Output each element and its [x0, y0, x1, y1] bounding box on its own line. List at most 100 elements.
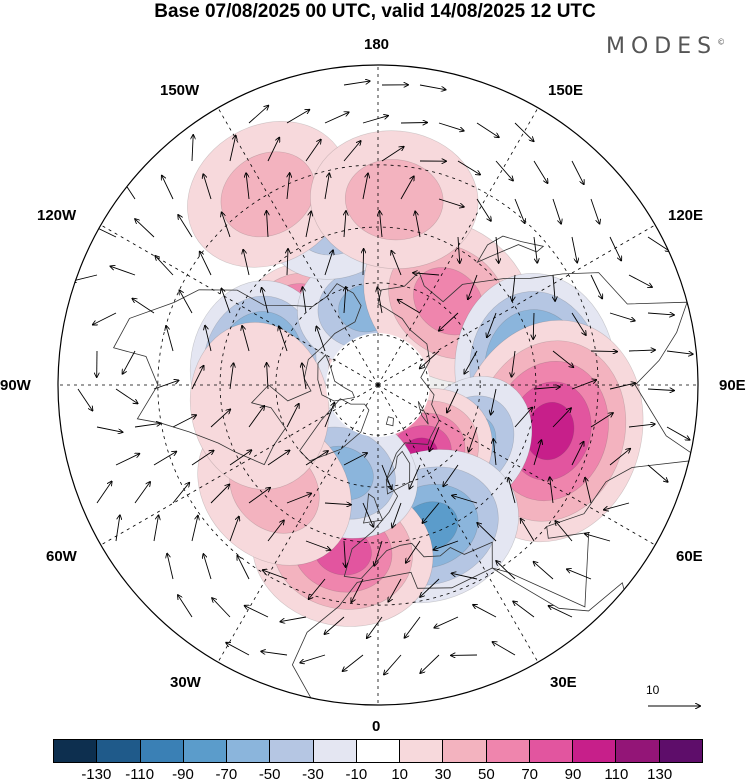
lon-label-30e: 30E [550, 674, 577, 691]
wind-arrow [434, 616, 459, 628]
wind-arrow [172, 483, 189, 504]
wind-arrow [324, 173, 329, 200]
colorbar-swatch [140, 740, 184, 762]
wind-arrow [267, 363, 268, 390]
wind-arrow [405, 616, 421, 638]
wind-arrow [533, 312, 534, 339]
wind-arrow [135, 219, 155, 238]
wind-arrow [420, 654, 440, 673]
graticule [58, 65, 698, 705]
meridian-line [100, 384, 379, 546]
wind-arrow [438, 198, 464, 207]
colorbar-swatch [400, 740, 444, 762]
wind-arrow [343, 141, 361, 162]
wind-arrow [246, 173, 250, 200]
wind-arrow [628, 424, 655, 428]
wind-arrow [279, 326, 288, 352]
map-title: Base 07/08/2025 00 UTC, valid 14/08/2025… [154, 1, 596, 22]
colorbar-swatch [54, 740, 98, 762]
wind-arrow [167, 554, 174, 580]
wind-arrow [439, 312, 459, 331]
meridian-line [377, 107, 539, 386]
colorbar-tick-label: 70 [521, 766, 538, 783]
wind-arrow [229, 517, 239, 542]
wind-arrow [457, 160, 480, 175]
wind-arrow [305, 140, 321, 162]
wind-arrow [477, 523, 497, 542]
wind-arrow [391, 251, 402, 276]
wind-arrow [305, 212, 311, 238]
wind-vectors [72, 81, 693, 675]
meridian-line [377, 224, 656, 386]
wind-arrow [123, 350, 136, 374]
wind-arrow [111, 266, 136, 276]
wind-arrow [153, 380, 179, 390]
wind-arrow [286, 494, 311, 504]
wind-arrow [229, 450, 251, 466]
wind-arrow [153, 452, 176, 466]
lon-label-60w: 60W [46, 548, 77, 565]
wind-arrow [212, 598, 231, 618]
wind-arrow [93, 312, 117, 325]
wind-arrow [514, 408, 532, 428]
wind-arrow [267, 138, 279, 162]
wind-arrow [134, 423, 161, 428]
wind-arrow [468, 274, 478, 299]
wind-arrow [115, 454, 139, 466]
wind-arrow [609, 449, 630, 466]
colorbar-swatch [573, 740, 617, 762]
wind-arrow [400, 123, 427, 124]
wind-arrow [571, 442, 584, 466]
wind-arrow [496, 561, 516, 580]
colorbar-swatch [270, 740, 314, 762]
wind-arrow [447, 388, 459, 413]
wind-arrow [381, 464, 392, 489]
wind-arrow [96, 482, 112, 504]
wind-arrow [552, 408, 571, 428]
coastline [385, 450, 411, 495]
wind-arrow [132, 299, 155, 314]
wind-arrow [571, 312, 586, 335]
wind-arrow [362, 502, 373, 527]
wind-arrow [609, 383, 635, 390]
latitude-circle [219, 226, 537, 544]
colorbar-tick-label: -10 [345, 766, 368, 783]
wind-arrow [303, 287, 307, 314]
wind-arrow [262, 288, 269, 314]
wind-arrow [452, 496, 478, 504]
coastline [291, 567, 646, 705]
brand-text: MODES [606, 34, 718, 59]
wind-arrow [287, 249, 288, 276]
wind-arrow [316, 327, 326, 352]
coastline [343, 271, 698, 608]
wind-arrow [413, 273, 440, 275]
wind-arrow [362, 116, 388, 124]
wind-arrow [226, 643, 250, 656]
wind-arrow [512, 274, 516, 301]
coastline [476, 235, 545, 264]
wind-arrow [221, 289, 231, 314]
wind-arrow [267, 450, 290, 466]
wind-arrow [434, 540, 459, 550]
coastline [362, 493, 384, 524]
wind-arrow [493, 439, 496, 466]
lon-label-150e: 150E [548, 82, 584, 99]
colorbar-tick-label: 30 [434, 766, 452, 783]
colorbar-tick-label: -30 [302, 766, 324, 783]
latitude-circle [157, 164, 599, 606]
colorbar-tick-label: -70 [215, 766, 238, 783]
wind-arrow [200, 252, 212, 276]
colorbar-swatch [183, 740, 228, 762]
lon-label-120w: 120W [37, 207, 77, 224]
wind-arrow [229, 136, 236, 162]
wind-arrow [115, 515, 120, 542]
colorbar-tick-label: 10 [391, 766, 408, 783]
wind-arrow [267, 211, 269, 238]
wind-arrow [134, 482, 150, 504]
wind-arrow [590, 198, 600, 224]
wind-arrow [248, 106, 268, 124]
wind-arrow [324, 616, 345, 634]
wind-arrow [567, 569, 592, 580]
wind-arrow [552, 198, 561, 224]
wind-arrow [420, 350, 440, 368]
